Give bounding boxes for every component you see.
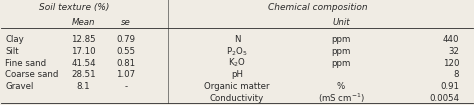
Text: 0.0054: 0.0054 [429, 94, 459, 103]
Text: Gravel: Gravel [5, 82, 34, 91]
Text: 41.54: 41.54 [71, 59, 96, 68]
Text: Unit: Unit [332, 18, 350, 27]
Text: 120: 120 [443, 59, 459, 68]
Text: %: % [337, 82, 345, 91]
Text: 17.10: 17.10 [71, 47, 96, 56]
Text: ppm: ppm [331, 47, 351, 56]
Text: Coarse sand: Coarse sand [5, 70, 59, 79]
Text: 1.07: 1.07 [117, 70, 136, 79]
Text: -: - [124, 82, 128, 91]
Text: 32: 32 [448, 47, 459, 56]
Text: 0.81: 0.81 [117, 59, 136, 68]
Text: $\mathrm{K_2O}$: $\mathrm{K_2O}$ [228, 57, 246, 69]
Text: N: N [234, 35, 240, 44]
Text: 440: 440 [443, 35, 459, 44]
Text: se: se [121, 18, 131, 27]
Text: Fine sand: Fine sand [5, 59, 46, 68]
Text: 0.91: 0.91 [440, 82, 459, 91]
Text: 28.51: 28.51 [71, 70, 96, 79]
Text: 8: 8 [454, 70, 459, 79]
Text: Chemical composition: Chemical composition [267, 3, 367, 12]
Text: 12.85: 12.85 [71, 35, 96, 44]
Text: (mS cm$^{-1}$): (mS cm$^{-1}$) [318, 92, 365, 105]
Text: 8.1: 8.1 [77, 82, 90, 91]
Text: $\mathrm{P_2O_5}$: $\mathrm{P_2O_5}$ [226, 45, 248, 58]
Text: Soil texture (%): Soil texture (%) [39, 3, 109, 12]
Text: Conductivity: Conductivity [210, 94, 264, 103]
Text: Organic matter: Organic matter [204, 82, 270, 91]
Text: 0.55: 0.55 [117, 47, 136, 56]
Text: Mean: Mean [72, 18, 95, 27]
Text: 0.79: 0.79 [117, 35, 136, 44]
Text: Silt: Silt [5, 47, 19, 56]
Text: ppm: ppm [331, 35, 351, 44]
Text: pH: pH [231, 70, 243, 79]
Text: ppm: ppm [331, 59, 351, 68]
Text: Clay: Clay [5, 35, 24, 44]
